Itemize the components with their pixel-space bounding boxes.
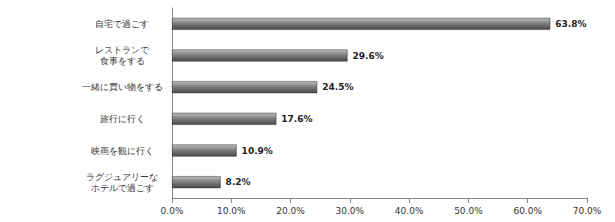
svg-text:70.0%: 70.0%	[573, 206, 602, 216]
svg-text:29.6%: 29.6%	[352, 51, 383, 61]
svg-text:30.0%: 30.0%	[336, 206, 365, 216]
svg-text:映画を観に行く: 映画を観に行く	[91, 146, 154, 156]
svg-text:60.0%: 60.0%	[513, 206, 542, 216]
svg-text:ラグジュアリーな: ラグジュアリーな	[86, 172, 158, 182]
svg-text:10.0%: 10.0%	[217, 206, 246, 216]
svg-text:50.0%: 50.0%	[454, 206, 483, 216]
svg-text:ホテルで過ごす: ホテルで過ごす	[91, 183, 154, 193]
svg-text:17.6%: 17.6%	[281, 114, 312, 124]
svg-text:40.0%: 40.0%	[395, 206, 424, 216]
svg-text:8.2%: 8.2%	[226, 177, 251, 187]
svg-text:食事をする: 食事をする	[100, 56, 145, 66]
svg-text:63.8%: 63.8%	[555, 19, 586, 29]
svg-text:旅行に行く: 旅行に行く	[100, 114, 145, 124]
svg-text:24.5%: 24.5%	[322, 82, 353, 92]
svg-text:10.9%: 10.9%	[242, 146, 273, 156]
svg-text:0.0%: 0.0%	[161, 206, 184, 216]
svg-text:レストランで: レストランで	[95, 45, 150, 55]
svg-text:20.0%: 20.0%	[276, 206, 305, 216]
svg-text:一緒に買い物をする: 一緒に買い物をする	[82, 82, 163, 92]
svg-text:自宅で過ごす: 自宅で過ごす	[95, 19, 149, 29]
